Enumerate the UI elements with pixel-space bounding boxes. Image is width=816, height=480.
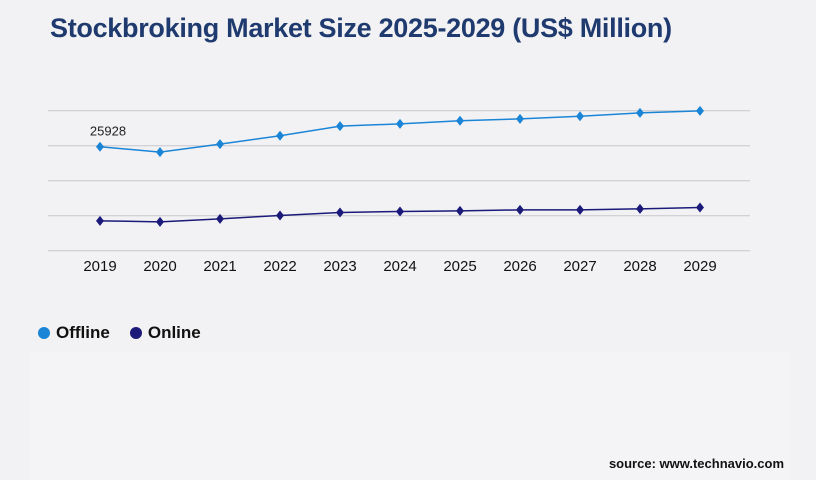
data-point-offline — [456, 115, 464, 126]
data-point-online — [336, 207, 344, 218]
source-note: source: www.technavio.com — [608, 456, 784, 471]
legend-panel — [30, 352, 790, 480]
data-point-online — [696, 202, 704, 213]
x-tick-label: 2022 — [263, 258, 296, 275]
data-point-offline — [636, 107, 644, 118]
legend-label: Online — [147, 323, 201, 342]
chart-title: Stockbroking Market Size 2025-2029 (US$ … — [50, 13, 672, 43]
x-tick-label: 2025 — [443, 258, 476, 275]
data-point-offline — [696, 105, 704, 116]
data-point-online — [216, 213, 224, 224]
x-tick-label: 2023 — [323, 258, 356, 275]
x-tick-label: 2024 — [383, 258, 416, 275]
data-point-online — [96, 215, 104, 226]
legend-marker-online — [129, 327, 142, 339]
data-point-offline — [156, 147, 164, 158]
x-tick-label: 2020 — [143, 258, 176, 275]
data-point-offline — [576, 111, 584, 122]
data-point-offline — [396, 118, 404, 129]
data-point-online — [276, 210, 284, 221]
x-tick-label: 2021 — [203, 258, 236, 275]
data-label: 25928 — [90, 124, 126, 139]
legend-item-online[interactable]: Online — [129, 323, 201, 343]
data-point-offline — [336, 121, 344, 132]
data-point-online — [516, 204, 524, 215]
data-point-online — [576, 204, 584, 215]
legend-label: Offline — [56, 323, 110, 342]
legend-marker-offline — [38, 327, 50, 339]
data-point-offline — [516, 113, 524, 124]
data-point-offline — [216, 139, 224, 150]
x-tick-label: 2027 — [563, 258, 596, 275]
x-tick-label: 2019 — [83, 258, 116, 275]
data-point-offline — [96, 141, 104, 152]
data-point-offline — [276, 130, 284, 141]
data-point-online — [456, 205, 464, 216]
x-tick-label: 2026 — [503, 258, 536, 275]
x-tick-label: 2029 — [683, 258, 716, 275]
x-tick-label: 2028 — [623, 258, 656, 275]
legend-item-offline[interactable]: Offline — [38, 323, 110, 343]
data-point-online — [396, 206, 404, 217]
data-point-online — [636, 203, 644, 214]
legend: Offline Online — [38, 323, 201, 343]
data-point-online — [156, 216, 164, 227]
